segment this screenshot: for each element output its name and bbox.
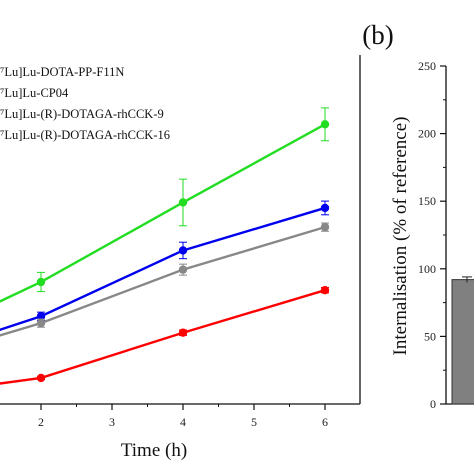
x-tick-label-3: 3 xyxy=(109,415,115,429)
y-tick-label-100: 100 xyxy=(418,262,436,276)
data-point xyxy=(36,312,46,321)
panel-a-x-axis-title: Time (h) xyxy=(121,440,187,461)
panel-b-y-ticks: 0 50 100 150 200 250 xyxy=(418,59,446,411)
data-point xyxy=(320,120,330,129)
panel-b-label: (b) xyxy=(362,20,393,50)
series-1 xyxy=(0,107,330,303)
series-line-0 xyxy=(0,289,326,385)
data-point xyxy=(320,203,330,213)
series-line-2 xyxy=(0,206,326,331)
bar-0 xyxy=(451,279,474,405)
y-tick-label-150: 150 xyxy=(418,194,436,208)
x-tick-label-6: 6 xyxy=(322,415,328,429)
x-tick-label-5: 5 xyxy=(251,415,257,429)
panel-b-bar-chart: (b) 0 50 100 150 200 250 Internalisation (% o… xyxy=(362,20,474,411)
data-point xyxy=(178,328,188,337)
y-tick-label-200: 200 xyxy=(418,127,436,141)
legend-entry-3: ⁷Lu]Lu-(R)-DOTAGA-rhCCK-16 xyxy=(0,128,170,142)
y-tick-label-250: 250 xyxy=(418,59,436,73)
panel-a-series xyxy=(0,107,330,385)
x-tick-label-4: 4 xyxy=(180,415,186,429)
legend-entry-2: ⁷Lu]Lu-(R)-DOTAGA-rhCCK-9 xyxy=(0,107,164,121)
y-tick-label-50: 50 xyxy=(424,329,436,343)
series-line-1 xyxy=(0,123,326,303)
panel-b-bars xyxy=(451,276,474,405)
series-0 xyxy=(0,286,330,385)
panel-a-legend: ⁷Lu]Lu-DOTA-PP-F11N ⁷Lu]Lu-CP04 ⁷Lu]Lu-(R)… xyxy=(0,65,170,142)
data-point xyxy=(36,277,46,287)
x-tick-label-2: 2 xyxy=(38,415,44,429)
data-point xyxy=(178,198,188,207)
data-point xyxy=(36,373,46,383)
y-tick-label-0: 0 xyxy=(430,397,436,411)
data-point xyxy=(178,265,188,274)
data-point xyxy=(320,286,330,295)
panel-a-x-ticks: 2 3 4 5 6 xyxy=(38,404,328,429)
series-line-3 xyxy=(0,225,326,337)
series-3 xyxy=(0,222,330,337)
data-point xyxy=(178,246,188,255)
panel-b-y-axis-title: Internalisation (% of reference) xyxy=(390,117,411,356)
data-point xyxy=(320,222,330,232)
data-point xyxy=(36,318,46,328)
legend-entry-1: ⁷Lu]Lu-CP04 xyxy=(0,86,69,100)
legend-entry-0: ⁷Lu]Lu-DOTA-PP-F11N xyxy=(0,65,124,79)
